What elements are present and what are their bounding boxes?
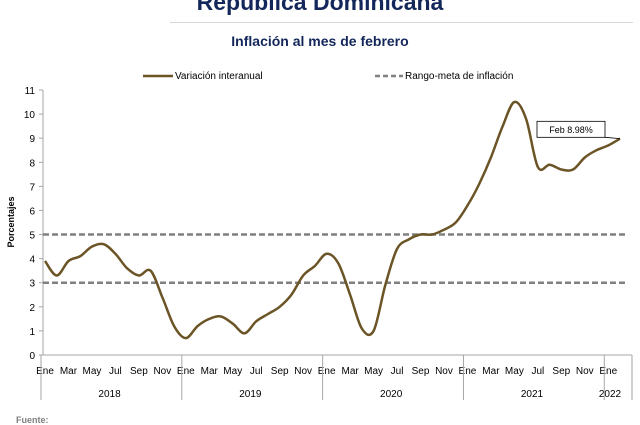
x-tick-label: Sep (552, 366, 570, 377)
x-tick-label: Jul (109, 366, 122, 377)
title-divider (170, 22, 633, 23)
x-tick-label: Sep (412, 366, 430, 377)
y-tick-label: 0 (29, 351, 35, 362)
target-range-lines (43, 233, 628, 284)
x-tick-label: Jul (391, 366, 404, 377)
x-year-label: 2020 (380, 389, 403, 400)
y-tick-label: 8 (29, 158, 35, 169)
x-tick-label: Nov (153, 366, 171, 377)
y-tick-label: 2 (29, 303, 35, 314)
x-tick-label: Ene (36, 366, 54, 377)
x-tick-label: May (223, 366, 242, 377)
source-note: Fuente: (16, 415, 49, 425)
x-axis: Ene Mar May Jul Sep Nov Ene Mar May Jul Sep Nov Ene M… (36, 354, 633, 400)
x-tick-label: Mar (341, 366, 359, 377)
x-tick-label: Ene (177, 366, 195, 377)
x-tick-label: Mar (60, 366, 78, 377)
legend-label-series: Variación interanual (175, 71, 263, 82)
page-title: República Dominicana (196, 0, 444, 15)
y-tick-label: 9 (29, 134, 35, 145)
x-tick-label: Nov (294, 366, 312, 377)
y-axis: 0 1 2 3 4 5 6 7 8 9 10 11 (24, 86, 44, 362)
x-tick-label: May (505, 366, 524, 377)
series-line-variacion-interanual (43, 100, 621, 340)
y-tick-label: 1 (29, 327, 35, 338)
legend: Variación interanual Rango-meta de infla… (143, 71, 513, 82)
y-tick-label: 4 (29, 255, 35, 266)
x-tick-label: Mar (482, 366, 500, 377)
x-year-label: 2021 (521, 389, 544, 400)
x-tick-label: Ene (599, 366, 617, 377)
x-year-label: 2022 (599, 389, 622, 400)
series-line-group (43, 100, 621, 340)
y-tick-label: 11 (25, 86, 36, 97)
x-tick-label: Jul (250, 366, 263, 377)
y-tick-label: 3 (29, 279, 35, 290)
x-tick-label: Sep (130, 366, 148, 377)
y-tick-label: 7 (29, 182, 35, 193)
x-tick-label: Ene (459, 366, 477, 377)
x-tick-label: Mar (201, 366, 219, 377)
y-axis-label: Porcentajes (6, 196, 16, 247)
chart-subtitle: Inflación al mes de febrero (231, 33, 409, 49)
annotation-leader (604, 136, 621, 140)
x-year-label: 2018 (98, 389, 121, 400)
annotation-label: Feb 8.98% (549, 125, 593, 135)
annotation-box (536, 120, 606, 138)
legend-label-target: Rango-meta de inflación (405, 71, 513, 82)
x-year-label: 2019 (239, 389, 262, 400)
x-tick-label: Nov (435, 366, 453, 377)
x-tick-label: Jul (531, 366, 544, 377)
x-tick-label: Sep (271, 366, 289, 377)
x-tick-label: May (364, 366, 383, 377)
x-tick-label: Ene (318, 366, 336, 377)
y-tick-label: 10 (24, 110, 36, 121)
y-tick-label: 5 (29, 231, 35, 242)
y-tick-label: 6 (29, 206, 35, 217)
annotation-callout: Feb 8.98% (536, 120, 621, 140)
x-tick-label: May (82, 366, 101, 377)
x-tick-label: Nov (576, 366, 594, 377)
